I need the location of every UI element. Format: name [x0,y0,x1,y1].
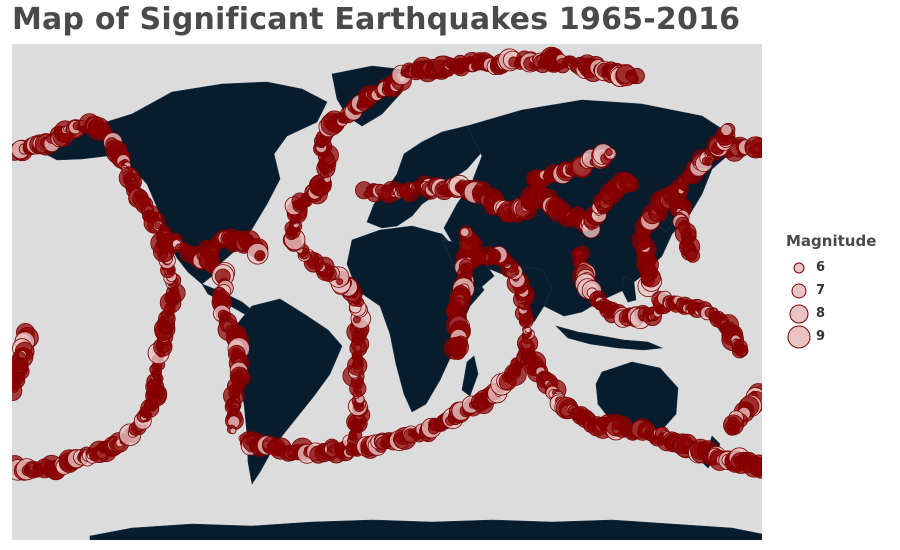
earthquake-marker [605,149,613,157]
earthquake-marker [754,143,762,157]
map-canvas [12,44,762,540]
earthquake-marker [628,73,639,85]
philippines-landmass [621,275,637,303]
antarctica-landmass [89,519,762,540]
earthquake-marker [12,381,23,401]
madagascar-landmass [461,355,479,397]
earthquake-marker [623,176,640,193]
legend-circle [793,262,805,273]
legend-item: 9 [786,325,896,348]
earthquake-marker [751,457,762,479]
earthquake-marker [734,346,745,357]
legend-swatch [786,325,812,349]
legend-label: 9 [816,329,826,344]
legend-circle-icon [787,325,811,348]
legend-circle-icon [793,262,805,273]
legend-label: 6 [816,260,826,275]
legend-items: 6 7 8 9 [786,256,896,348]
legend-item: 7 [786,279,896,302]
map-title: Map of Significant Earthquakes 1965-2016 [12,2,741,37]
legend-circle [789,304,809,323]
legend-item: 6 [786,256,896,279]
earthquake-markers [12,46,762,481]
legend-label: 7 [816,283,826,298]
legend-label: 8 [816,306,826,321]
legend-swatch [786,279,812,303]
legend-circle-icon [789,304,809,323]
legend-circle [787,325,811,348]
legend-circle-icon [791,283,807,298]
earthquake-marker [720,124,733,137]
earthquake-marker [156,227,173,244]
earthquake-marker [459,227,470,238]
world-map [12,44,762,540]
earthquake-marker [336,278,344,286]
earthquake-marker [685,249,697,262]
africa-landmass [346,225,485,413]
legend-item: 8 [786,302,896,325]
magnitude-legend: Magnitude 6 7 8 9 [786,232,896,348]
indonesia-landmass [554,325,664,351]
earthquake-marker [451,345,462,357]
earthquake-marker [256,252,264,260]
earthquake-marker [727,423,735,431]
legend-circle [791,283,807,298]
legend-swatch [786,256,812,280]
earthquake-marker [229,427,237,435]
legend-swatch [786,302,812,326]
legend-title: Magnitude [786,232,877,250]
